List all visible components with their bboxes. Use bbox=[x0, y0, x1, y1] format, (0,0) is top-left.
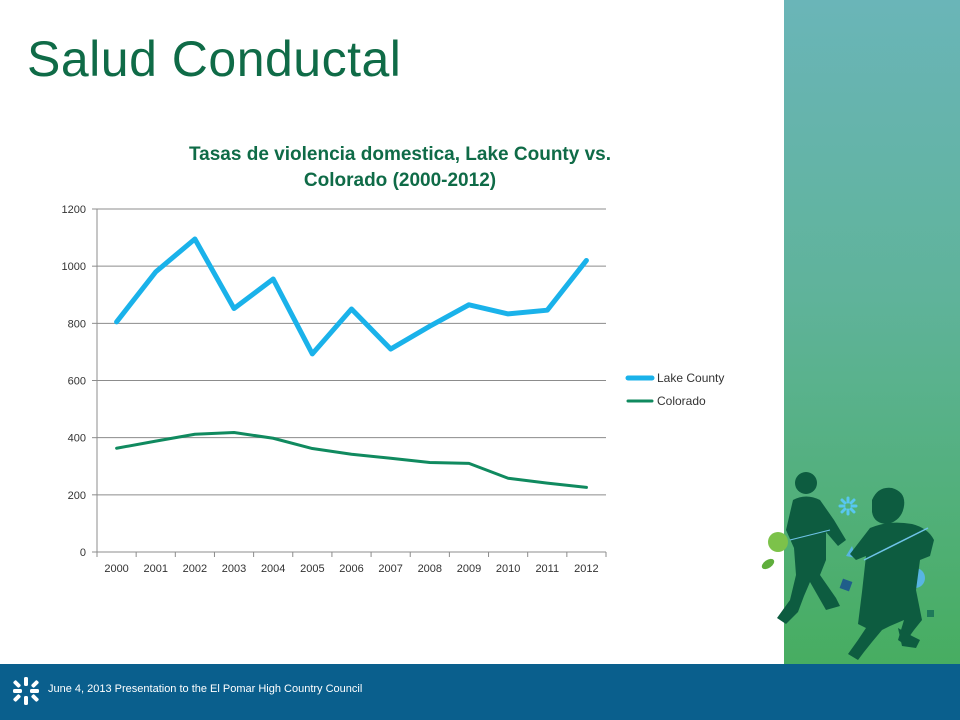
x-tick-label: 2004 bbox=[261, 563, 285, 575]
sparkle-logo-icon bbox=[13, 677, 39, 705]
series-line-lake-county bbox=[114, 236, 589, 357]
x-tick-label: 2005 bbox=[300, 563, 324, 575]
x-tick-label: 2011 bbox=[535, 563, 559, 575]
y-tick-label: 600 bbox=[68, 376, 86, 388]
x-tick-label: 2002 bbox=[183, 563, 207, 575]
x-tick-label: 2007 bbox=[378, 563, 402, 575]
x-tick-label: 2009 bbox=[457, 563, 481, 575]
x-tick-label: 2001 bbox=[143, 563, 167, 575]
x-tick-label: 2010 bbox=[496, 563, 520, 575]
y-tick-label: 1000 bbox=[62, 261, 86, 273]
y-tick-label: 200 bbox=[68, 490, 86, 502]
x-tick-label: 2012 bbox=[574, 563, 598, 575]
legend-label: Lake County bbox=[657, 371, 724, 385]
x-tick-label: 2000 bbox=[104, 563, 128, 575]
series-line-colorado bbox=[115, 431, 588, 489]
chart-title-line-1: Tasas de violencia domestica, Lake Count… bbox=[188, 144, 612, 165]
y-tick-label: 0 bbox=[80, 547, 86, 559]
y-tick-label: 400 bbox=[68, 433, 86, 445]
y-tick-label: 800 bbox=[68, 318, 86, 330]
slide-title: Salud Conductal bbox=[27, 31, 402, 87]
legend-label: Colorado bbox=[657, 394, 706, 408]
chart-title: Tasas de violencia domestica, Lake Count… bbox=[90, 142, 710, 194]
x-tick-label: 2003 bbox=[222, 563, 246, 575]
footer-text: June 4, 2013 Presentation to the El Poma… bbox=[48, 683, 363, 695]
x-tick-label: 2006 bbox=[339, 563, 363, 575]
chart-title-line-2: Colorado (2000-2012) bbox=[303, 170, 497, 191]
line-chart: 0 200 400 600 800 1000 1200 2000 2001 2002 2003 200… bbox=[62, 204, 725, 575]
y-tick-label: 1200 bbox=[62, 204, 86, 216]
x-tick-label: 2008 bbox=[418, 563, 442, 575]
footer-bar bbox=[0, 664, 960, 720]
